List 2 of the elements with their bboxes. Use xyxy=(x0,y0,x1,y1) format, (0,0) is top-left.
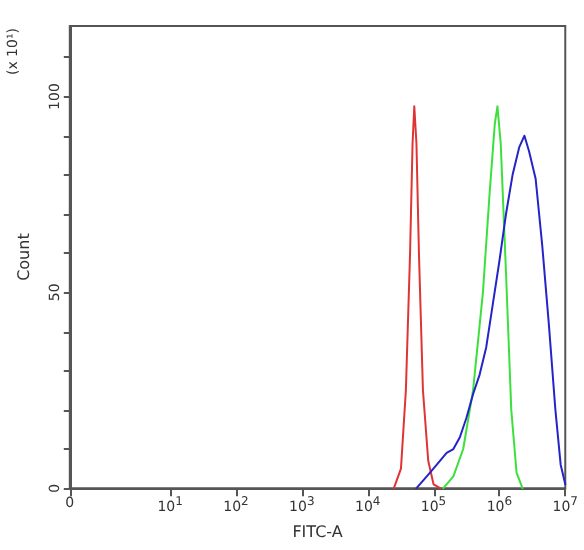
x-axis-title: FITC-A xyxy=(292,523,344,541)
y-axis-title: Count xyxy=(15,233,33,281)
